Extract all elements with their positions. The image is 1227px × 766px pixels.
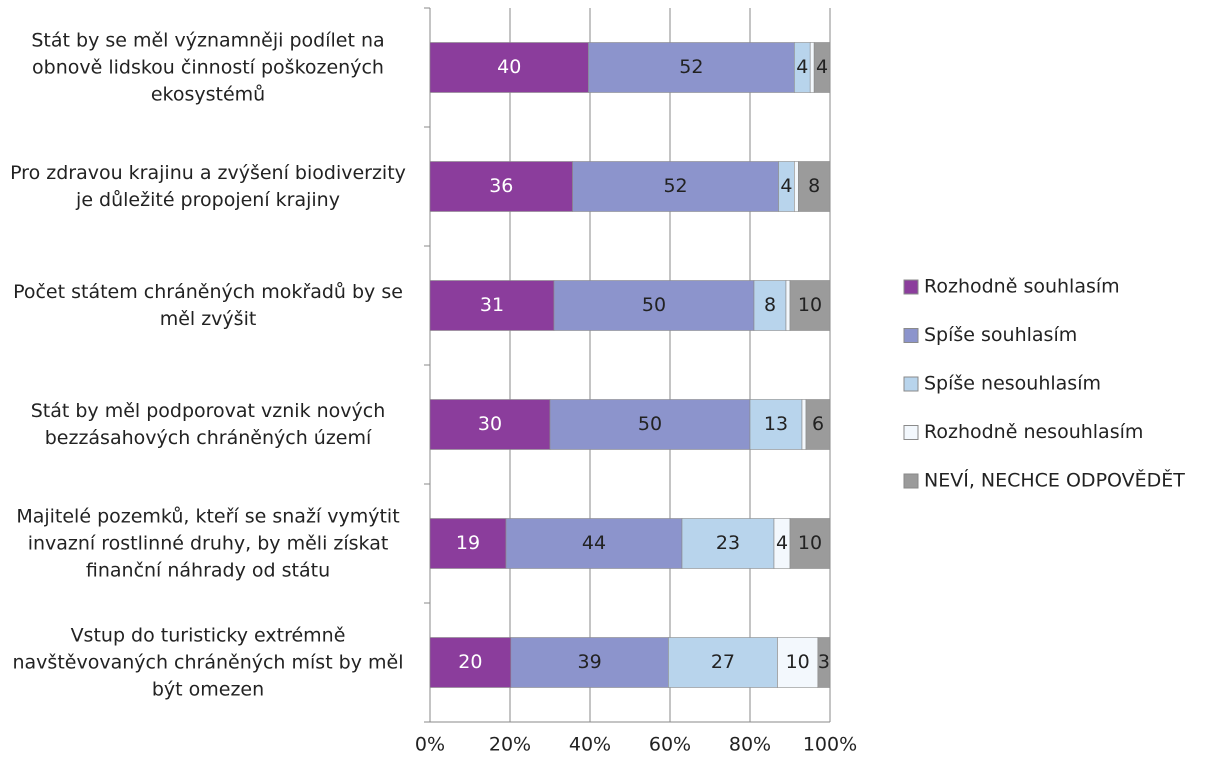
y-tick-label: Počet státem chráněných mokřadů by se mě… xyxy=(13,280,403,330)
x-tick-label: 0% xyxy=(415,734,445,756)
data-label: 31 xyxy=(480,294,504,316)
data-label: 50 xyxy=(638,413,662,435)
bar-segment xyxy=(777,637,819,688)
data-label: 27 xyxy=(711,651,735,673)
y-tick-label: Stát by měl podporovat vznik nových bezz… xyxy=(30,399,386,449)
data-label: 4 xyxy=(780,175,792,197)
data-label: 19 xyxy=(456,532,480,554)
y-tick-label: Majitelé pozemků, kteří se snaží vymýtit… xyxy=(16,505,400,581)
legend-label: NEVÍ, NECHCE ODPOVĚDĚT xyxy=(924,469,1185,492)
y-tick-label: Vstup do turisticky extrémně navštěvovan… xyxy=(12,624,404,700)
data-label: 30 xyxy=(478,413,502,435)
bar-segment xyxy=(429,42,589,93)
x-tick-label: 60% xyxy=(649,734,691,756)
data-label: 4 xyxy=(816,56,828,78)
legend-swatch xyxy=(903,279,919,295)
legend-swatch xyxy=(903,425,919,440)
legend-label: Spíše souhlasím xyxy=(924,324,1077,346)
legend-label: Spíše nesouhlasím xyxy=(924,373,1101,395)
bar-segment xyxy=(429,518,507,569)
data-label: 50 xyxy=(642,294,666,316)
bar-segment xyxy=(801,399,807,450)
bar-segment xyxy=(553,280,755,331)
bar-segment xyxy=(785,280,791,331)
bar-segment xyxy=(809,42,815,93)
bar-segment xyxy=(588,42,795,93)
data-label: 10 xyxy=(798,294,822,316)
bar-segment xyxy=(789,518,831,569)
data-label: 10 xyxy=(786,651,810,673)
bar-segment xyxy=(505,518,683,569)
data-label: 4 xyxy=(796,56,808,78)
data-label: 8 xyxy=(808,175,820,197)
data-label: 52 xyxy=(663,175,687,197)
bar-segment xyxy=(429,280,555,331)
data-label: 40 xyxy=(497,56,521,78)
data-label: 13 xyxy=(764,413,788,435)
legend-swatch xyxy=(903,328,919,343)
bar-segment xyxy=(817,637,831,688)
bar-segment xyxy=(681,518,775,569)
x-tick-label: 80% xyxy=(729,734,771,756)
legend-label: Rozhodně nesouhlasím xyxy=(924,421,1143,443)
bar-segment xyxy=(549,399,751,450)
bar-segment xyxy=(510,637,669,688)
data-label: 52 xyxy=(679,56,703,78)
data-label: 4 xyxy=(776,532,788,554)
data-label: 3 xyxy=(818,651,830,673)
data-label: 20 xyxy=(458,651,482,673)
legend-swatch xyxy=(903,473,919,489)
bar-segment xyxy=(749,399,803,450)
y-tick-label: Stát by se měl významněji podílet na obn… xyxy=(31,29,385,105)
legend-label: Rozhodně souhlasím xyxy=(924,276,1120,298)
y-tick-label: Pro zdravou krajinu a zvýšení biodiverzi… xyxy=(10,161,406,211)
bar-segment xyxy=(794,161,799,212)
data-label: 44 xyxy=(582,532,606,554)
data-label: 6 xyxy=(812,413,824,435)
bar-segment xyxy=(429,637,512,688)
data-label: 8 xyxy=(764,294,776,316)
data-label: 23 xyxy=(716,532,740,554)
data-label: 36 xyxy=(489,175,513,197)
bar-segment xyxy=(805,399,831,450)
bar-segment xyxy=(813,42,831,93)
bar-segment xyxy=(572,161,779,212)
bar-segment xyxy=(668,637,778,688)
x-tick-label: 100% xyxy=(803,734,857,756)
bar-segment xyxy=(798,161,831,212)
x-tick-label: 20% xyxy=(489,734,531,756)
bar-segment xyxy=(789,280,831,331)
data-label: 39 xyxy=(578,651,602,673)
legend-swatch xyxy=(903,376,919,392)
x-tick-label: 40% xyxy=(569,734,611,756)
data-label: 10 xyxy=(798,532,822,554)
bar-segment xyxy=(753,280,787,331)
